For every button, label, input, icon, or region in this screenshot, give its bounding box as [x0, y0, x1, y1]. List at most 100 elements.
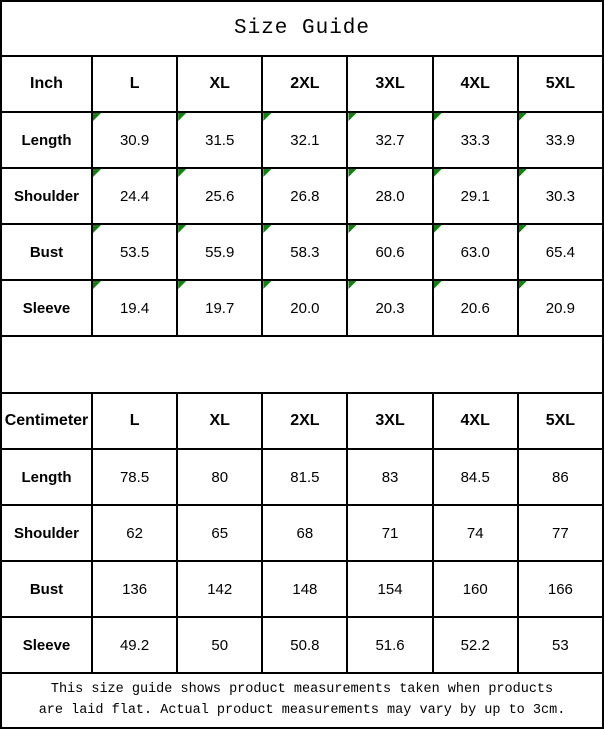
table-row: Sleeve 49.2 50 50.8 51.6 52.2 53: [0, 616, 604, 674]
cell-value: 30.9: [119, 131, 150, 149]
corner-flag-icon: [518, 113, 527, 121]
size-cell: 160: [431, 560, 519, 618]
column-header: 2XL: [261, 392, 349, 450]
row-label: Shoulder: [0, 504, 93, 562]
size-cell: 28.0: [346, 167, 434, 225]
size-cell: 148: [261, 560, 349, 618]
corner-flag-icon: [93, 281, 101, 289]
corner-flag-icon: [348, 225, 357, 233]
footer-line-1: This size guide shows product measuremen…: [50, 682, 554, 698]
corner-flag-icon: [93, 169, 101, 177]
cell-value: 136: [122, 580, 148, 598]
table-row: Shoulder 24.4 25.6 26.8 28.0 29.1 30.3: [0, 167, 604, 225]
cell-value: 71: [381, 524, 399, 542]
column-header: 2XL: [261, 55, 349, 113]
size-cell: 20.9: [516, 279, 604, 337]
footer-note: This size guide shows product measuremen…: [0, 672, 604, 729]
corner-flag-icon: [433, 281, 442, 289]
size-cell: 33.9: [516, 111, 604, 169]
row-label: Bust: [0, 223, 93, 281]
cell-value: 80: [211, 468, 229, 486]
cell-value: 20.3: [375, 299, 405, 317]
row-label: Bust: [0, 560, 93, 618]
cell-value: 20.9: [545, 299, 575, 317]
size-cell: 65: [176, 504, 264, 562]
corner-flag-icon: [433, 113, 442, 121]
cell-value: 68: [296, 524, 314, 542]
column-header: L: [90, 392, 179, 450]
cell-value: 51.6: [375, 636, 405, 654]
corner-flag-icon: [263, 281, 272, 289]
column-header: 4XL: [431, 55, 519, 113]
size-cell: 25.6: [176, 167, 264, 225]
size-cell: 53.5: [90, 223, 179, 281]
corner-flag-icon: [178, 225, 187, 233]
spacer-cell: [0, 335, 604, 394]
corner-flag-icon: [178, 281, 187, 289]
centimeter-header-row: Centimeter L XL 2XL 3XL 4XL 5XL: [0, 392, 604, 450]
cell-value: 25.6: [205, 187, 235, 205]
spacer-row: [0, 335, 604, 394]
size-cell: 30.3: [516, 167, 604, 225]
column-header: XL: [176, 55, 264, 113]
corner-flag-icon: [348, 113, 357, 121]
size-cell: 60.6: [346, 223, 434, 281]
column-header: 4XL: [431, 392, 519, 450]
size-cell: 81.5: [261, 448, 349, 506]
size-cell: 20.3: [346, 279, 434, 337]
cell-value: 24.4: [119, 187, 150, 205]
size-cell: 68: [261, 504, 349, 562]
corner-flag-icon: [518, 281, 527, 289]
cell-value: 49.2: [119, 636, 150, 654]
size-cell: 20.6: [431, 279, 519, 337]
cell-value: 77: [552, 524, 569, 542]
unit-header-centimeter: Centimeter: [0, 392, 93, 450]
cell-value: 84.5: [460, 468, 490, 486]
cell-value: 62: [126, 524, 143, 542]
cell-value: 86: [552, 468, 569, 486]
size-cell: 65.4: [516, 223, 604, 281]
size-cell: 77: [516, 504, 604, 562]
size-cell: 166: [516, 560, 604, 618]
column-header: 5XL: [516, 55, 604, 113]
cell-value: 33.9: [545, 131, 575, 149]
size-cell: 26.8: [261, 167, 349, 225]
size-cell: 136: [90, 560, 179, 618]
cell-value: 19.7: [205, 299, 235, 317]
corner-flag-icon: [348, 281, 357, 289]
cell-value: 160: [462, 580, 488, 598]
size-cell: 50: [176, 616, 264, 674]
corner-flag-icon: [263, 113, 272, 121]
size-cell: 55.9: [176, 223, 264, 281]
cell-value: 53: [552, 636, 569, 654]
cell-value: 81.5: [290, 468, 320, 486]
corner-flag-icon: [348, 169, 357, 177]
size-cell: 24.4: [90, 167, 179, 225]
cell-value: 166: [547, 580, 573, 598]
size-cell: 142: [176, 560, 264, 618]
size-cell: 31.5: [176, 111, 264, 169]
table-row: Length 78.5 80 81.5 83 84.5 86: [0, 448, 604, 506]
cell-value: 60.6: [375, 243, 405, 261]
cell-value: 26.8: [290, 187, 320, 205]
size-cell: 78.5: [90, 448, 179, 506]
size-cell: 32.1: [261, 111, 349, 169]
size-cell: 32.7: [346, 111, 434, 169]
corner-flag-icon: [518, 169, 527, 177]
cell-value: 20.6: [460, 299, 490, 317]
size-cell: 53: [516, 616, 604, 674]
cell-value: 20.0: [290, 299, 320, 317]
cell-value: 19.4: [119, 299, 150, 317]
cell-value: 32.1: [290, 131, 320, 149]
table-row: Bust 136 142 148 154 160 166: [0, 560, 604, 618]
size-cell: 83: [346, 448, 434, 506]
size-cell: 19.7: [176, 279, 264, 337]
corner-flag-icon: [433, 225, 442, 233]
size-cell: 62: [90, 504, 179, 562]
cell-value: 28.0: [375, 187, 405, 205]
cell-value: 50.8: [290, 636, 320, 654]
corner-flag-icon: [93, 225, 101, 233]
cell-value: 55.9: [205, 243, 235, 261]
